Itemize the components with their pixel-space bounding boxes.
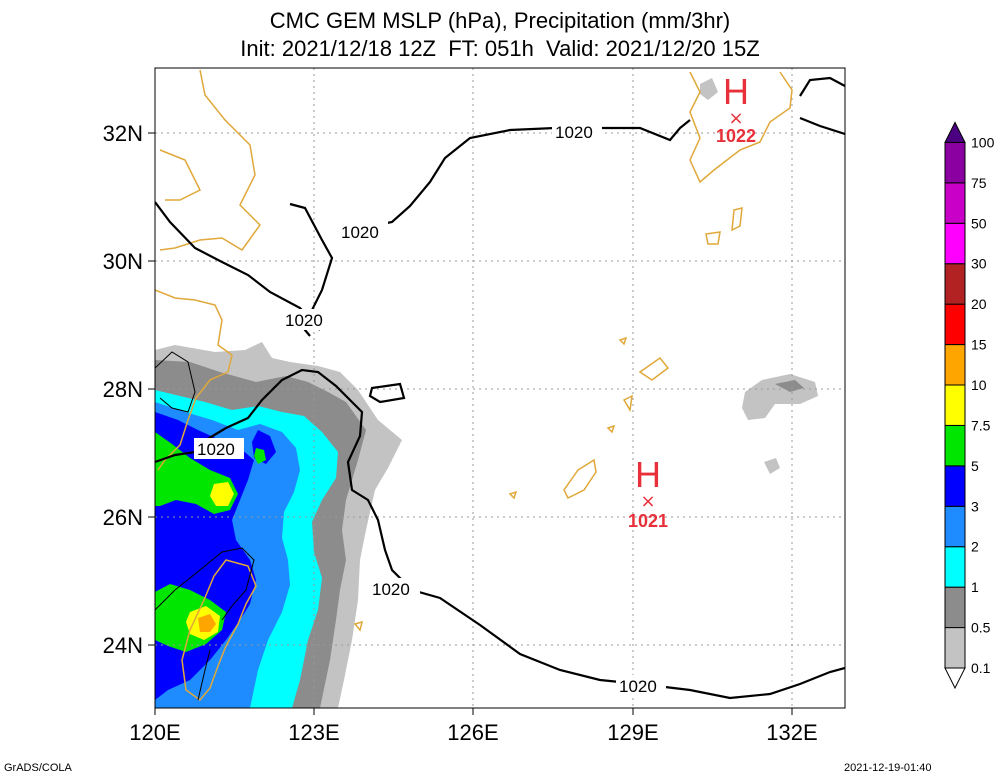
isobar-label: 1020: [555, 123, 593, 142]
isobar-1020-loop: [368, 382, 406, 404]
precip-east-0.1b: [764, 458, 780, 474]
colorbar-swatch: [944, 303, 966, 346]
isobar-label: 1020: [372, 580, 410, 599]
colorbar-level-label: 3: [971, 498, 979, 514]
isobar-labels: 1020 1020 1020 1020 1020 1020: [194, 121, 666, 696]
colorbar-level-label: 5: [971, 458, 979, 474]
high-pressure-value: 1022: [716, 126, 756, 146]
colorbar-level-label: 7.5: [971, 417, 991, 433]
colorbar-swatch: [944, 627, 966, 669]
high-pressure-center: H × 1022: [716, 71, 756, 146]
latitude-labels: 32N 30N 28N 26N 24N: [103, 121, 143, 658]
precip-7.5a: [210, 482, 234, 506]
lon-label: 132E: [766, 720, 817, 745]
colorbar-level-label: 100: [971, 134, 995, 150]
isobar-label: 1020: [619, 677, 657, 696]
colorbar-level-label: 0.1: [971, 660, 991, 676]
isobar-label: 1020: [341, 223, 379, 242]
precip-10: [198, 614, 216, 632]
plot-frame: [154, 67, 846, 709]
colorbar-level-label: 75: [971, 175, 987, 191]
colorbar-swatch: [944, 586, 966, 629]
colorbar-swatch: [944, 222, 966, 265]
coastlines: [155, 69, 793, 702]
colorbar-level-label: 1: [971, 579, 979, 595]
isobar-1020-ne: [799, 76, 845, 136]
lat-label: 30N: [103, 249, 143, 274]
lat-label: 28N: [103, 377, 143, 402]
longitude-labels: 120E 123E 126E 129E 132E: [129, 720, 817, 745]
colorbar-level-label: 50: [971, 215, 987, 231]
coast-china: [155, 69, 261, 471]
map-subtitle: Init: 2021/12/18 12Z FT: 051h Valid: 202…: [240, 36, 760, 61]
lon-label: 123E: [288, 720, 339, 745]
colorbar-swatch: [944, 141, 966, 184]
colorbar-level-label: 30: [971, 256, 987, 272]
lat-label: 24N: [103, 633, 143, 658]
colorbar-legend: 0.1 0.5 1 2 3 5 7.5 10 15 20 30 50 75 100: [944, 121, 995, 690]
colorbar-level-label: 20: [971, 296, 987, 312]
colorbar-bottom-arrow: [944, 667, 966, 690]
isobar-1020-nw: [155, 201, 321, 331]
colorbar-swatch: [944, 505, 966, 548]
lon-label: 120E: [129, 720, 180, 745]
high-center-marker-icon: ×: [728, 108, 743, 129]
map-title: CMC GEM MSLP (hPa), Precipitation (mm/3h…: [269, 8, 731, 33]
high-pressure-value: 1021: [628, 511, 668, 531]
precipitation-shading: [155, 78, 818, 708]
colorbar-swatch: [944, 546, 966, 588]
high-symbol: H: [635, 454, 661, 495]
colorbar-level-label: 2: [971, 539, 979, 555]
footer-timestamp: 2021-12-19-01:40: [844, 762, 932, 774]
isobar-1020-main: [155, 368, 845, 700]
high-center-marker-icon: ×: [640, 491, 655, 512]
coast-kyushu: [689, 71, 793, 184]
precip-5c: [254, 448, 266, 464]
precip-east-0.5: [775, 380, 804, 392]
isobars-thin: [155, 351, 255, 701]
axis-ticks: [148, 132, 793, 715]
colorbar-swatch: [944, 384, 966, 426]
footer-credit: GrADS/COLA: [4, 762, 72, 774]
lat-label: 32N: [103, 121, 143, 146]
colorbar-level-label: 15: [971, 337, 987, 353]
high-pressure-center: H × 1021: [628, 454, 668, 531]
colorbar-level-label: 0.5: [971, 620, 991, 636]
isobars: [155, 76, 845, 700]
lat-label: 26N: [103, 505, 143, 530]
colorbar-top-arrow: [944, 121, 966, 143]
colorbar-swatch: [944, 465, 966, 507]
colorbar-swatch: [944, 424, 966, 467]
colorbar-swatch: [944, 344, 966, 386]
graticule: [155, 68, 845, 708]
plot-area: 1020 1020 1020 1020 1020 1020 H × 1022 H…: [155, 68, 845, 708]
colorbar-swatch: [944, 182, 966, 224]
lon-label: 126E: [447, 720, 498, 745]
lon-label: 129E: [607, 720, 658, 745]
high-symbol: H: [723, 71, 749, 112]
colorbar-swatch: [944, 263, 966, 305]
isobar-label: 1020: [285, 311, 323, 330]
coast-taiwan: [181, 559, 257, 702]
coast-islands: [353, 207, 743, 632]
isobar-label: 1020: [197, 440, 235, 459]
colorbar-level-label: 10: [971, 377, 987, 393]
precip-north-0.1: [700, 78, 718, 100]
